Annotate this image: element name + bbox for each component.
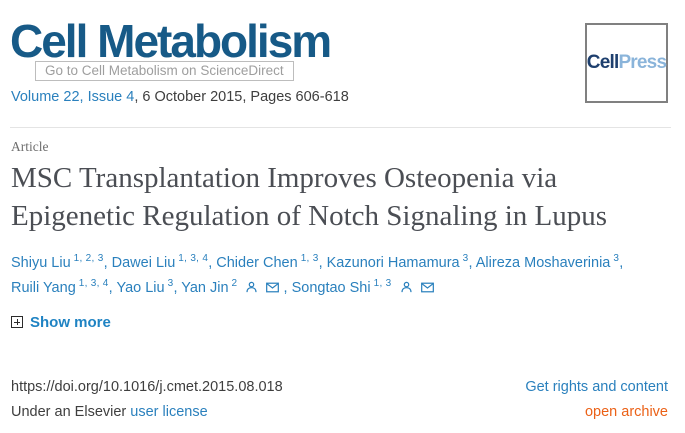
- author-affiliation-sup: 1, 3, 4: [78, 278, 109, 290]
- author-affiliation-sup: 1, 2, 3: [73, 253, 104, 265]
- author-separator: ,: [103, 254, 112, 271]
- author-separator: ,: [318, 254, 327, 271]
- author-affiliation-sup: 3: [462, 253, 469, 265]
- open-archive-link[interactable]: open archive: [584, 404, 668, 420]
- author-separator: ,: [108, 279, 117, 296]
- user-license-link[interactable]: user license: [130, 404, 208, 420]
- person-icon: [246, 281, 258, 293]
- author-separator: ,: [283, 279, 292, 296]
- author-separator: ,: [468, 254, 476, 271]
- rights-and-content-link[interactable]: Get rights and content: [525, 379, 668, 395]
- author-link[interactable]: Kazunori Hamamura: [326, 254, 460, 271]
- show-more-button[interactable]: Show more: [11, 314, 111, 331]
- license-row: Under an Elsevier user license open arch…: [11, 404, 668, 420]
- article-header: Article MSC Transplantation Improves Ost…: [11, 139, 663, 331]
- issue-line: Volume 22, Issue 4, 6 October 2015, Page…: [11, 89, 349, 105]
- doi-row: https://doi.org/10.1016/j.cmet.2015.08.0…: [11, 379, 668, 395]
- author-affiliation-sup: 1, 3: [373, 278, 392, 290]
- journal-logo[interactable]: Cell Metabolism: [10, 15, 332, 67]
- envelope-icon[interactable]: [420, 282, 434, 293]
- license-prefix: Under an Elsevier: [11, 404, 131, 420]
- article-title: MSC Transplantation Improves Osteopenia …: [11, 162, 608, 232]
- cellpress-logo: CellPress: [585, 23, 668, 103]
- author-link[interactable]: Shiyu Liu: [11, 254, 71, 271]
- issue-date-pages: , 6 October 2015, Pages 606-618: [134, 89, 349, 105]
- author-link[interactable]: Ruili Yang: [11, 279, 76, 296]
- header-divider: [10, 127, 671, 128]
- person-icon: [400, 281, 412, 293]
- author-separator: ,: [173, 279, 182, 296]
- plus-box-icon: [11, 316, 23, 329]
- doi-link[interactable]: https://doi.org/10.1016/j.cmet.2015.08.0…: [11, 379, 283, 395]
- cellpress-logo-text: CellPress: [586, 52, 667, 74]
- license-text: Under an Elsevier user license: [11, 404, 208, 420]
- author-link[interactable]: Dawei Liu: [111, 254, 176, 271]
- cellpress-logo-cell: Cell: [586, 52, 619, 73]
- author-separator: ,: [208, 254, 217, 271]
- author-affiliation-sup: 1, 3, 4: [178, 253, 209, 265]
- envelope-icon[interactable]: [266, 282, 280, 293]
- cellpress-logo-press: Press: [618, 52, 667, 73]
- journal-link-tooltip: Go to Cell Metabolism on ScienceDirect: [35, 61, 294, 81]
- author-affiliation-sup: 1, 3: [300, 253, 319, 265]
- author-separator: ,: [619, 254, 624, 271]
- author-link[interactable]: Alireza Moshaverinia: [475, 254, 611, 271]
- article-footer: https://doi.org/10.1016/j.cmet.2015.08.0…: [11, 379, 668, 420]
- author-affiliation-sup: 3: [613, 253, 620, 265]
- author-link[interactable]: Songtao Shi: [291, 279, 371, 296]
- volume-issue-link[interactable]: Volume 22, Issue 4: [11, 89, 135, 105]
- author-link[interactable]: Yao Liu: [116, 279, 165, 296]
- article-type-label: Article: [11, 139, 49, 154]
- author-link[interactable]: Yan Jin: [181, 279, 229, 296]
- author-affiliation-sup: 2: [231, 278, 238, 290]
- show-more-label: Show more: [30, 313, 111, 331]
- author-affiliation-sup: 3: [167, 278, 174, 290]
- author-link[interactable]: Chider Chen: [216, 254, 298, 271]
- authors-line: Shiyu Liu 1, 2, 3, Dawei Liu 1, 3, 4, Chid…: [11, 251, 666, 301]
